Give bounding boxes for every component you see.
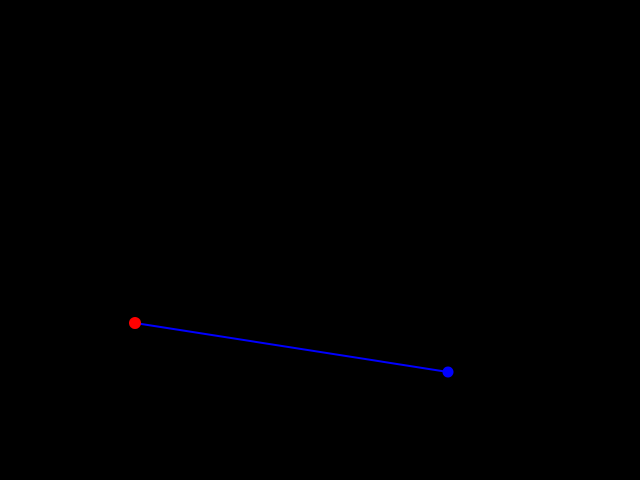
end-point-marker [442,366,454,378]
start-point-marker [129,317,141,329]
line-segment [134,322,449,373]
